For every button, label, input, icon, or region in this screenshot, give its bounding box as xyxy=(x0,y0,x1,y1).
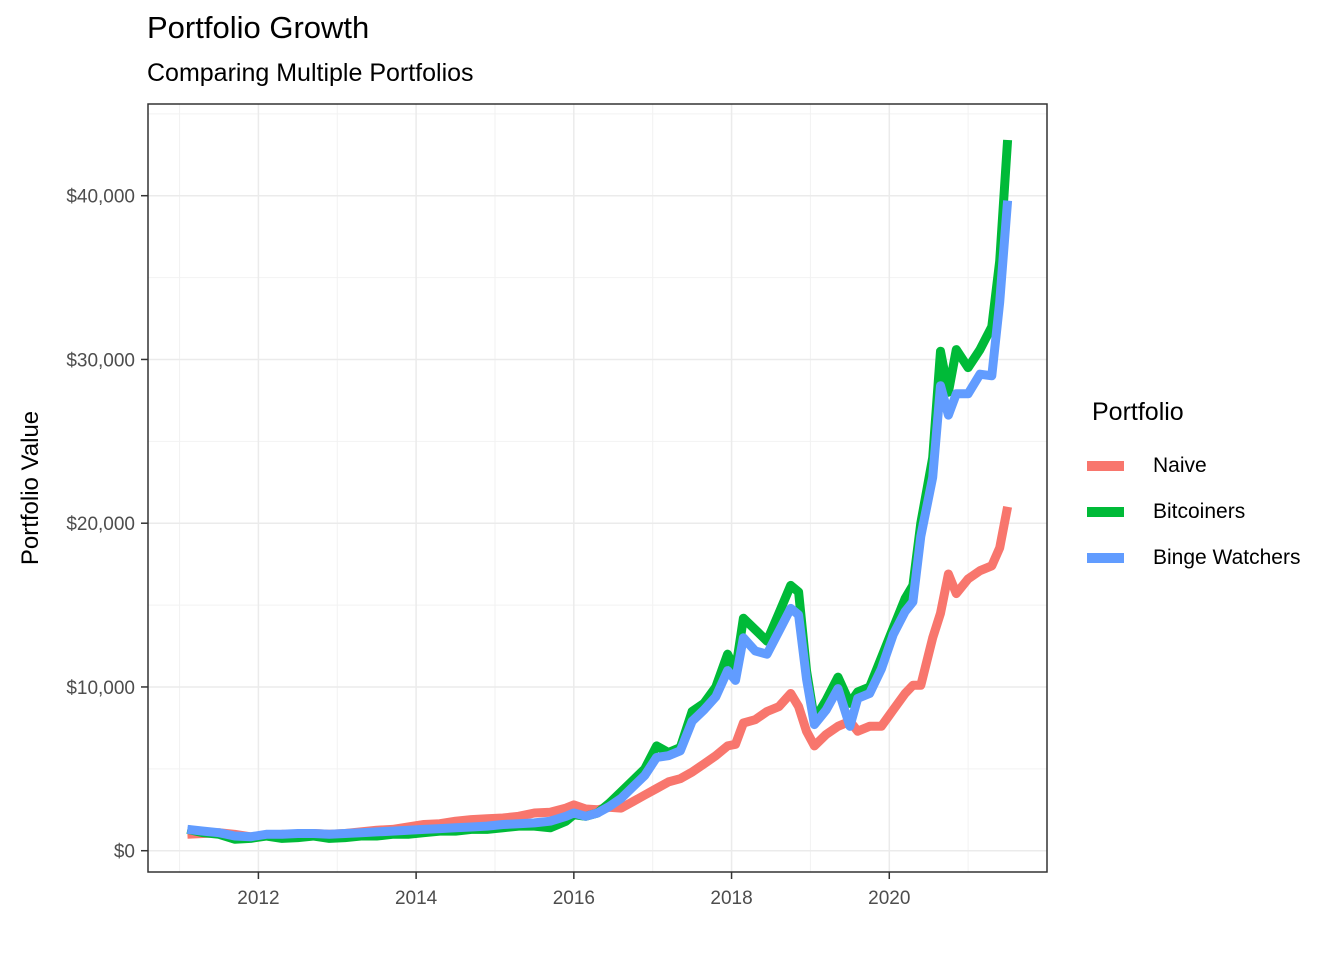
y-tick-label: $10,000 xyxy=(66,678,135,699)
grid-layer xyxy=(148,104,1047,872)
x-tick-label: 2016 xyxy=(553,888,595,909)
y-tick-label: $40,000 xyxy=(66,187,135,208)
legend-label-binge-watchers: Binge Watchers xyxy=(1153,546,1301,569)
legend-item-bitcoiners: Bitcoiners xyxy=(1087,497,1245,527)
series-layer xyxy=(186,139,1013,844)
x-tick-label: 2020 xyxy=(868,888,910,909)
axis-layer: $0 $10,000 $20,000 $30,000 $40,000 2012 2014 20… xyxy=(66,187,910,909)
chart-subtitle: Comparing Multiple Portfolios xyxy=(147,59,474,87)
legend-label-bitcoiners: Bitcoiners xyxy=(1153,500,1246,523)
legend-item-binge-watchers: Binge Watchers xyxy=(1087,543,1300,573)
legend-swatch-bitcoiners xyxy=(1087,507,1124,517)
legend-title: Portfolio xyxy=(1092,398,1184,426)
y-tick-label: $30,000 xyxy=(66,350,135,371)
chart-title: Portfolio Growth xyxy=(147,10,370,45)
y-tick-label: $0 xyxy=(114,842,135,863)
legend-swatch-naive xyxy=(1087,461,1124,471)
x-tick-label: 2012 xyxy=(237,888,279,909)
x-tick-label: 2018 xyxy=(710,888,752,909)
legend-label-naive: Naive xyxy=(1153,454,1207,477)
y-axis-label: Portfolio Value xyxy=(17,411,44,565)
y-tick-label: $20,000 xyxy=(66,514,135,535)
series-line-binge-watchers xyxy=(186,200,1013,842)
panel-border xyxy=(147,103,1048,873)
x-tick-label: 2014 xyxy=(395,888,438,909)
panel-background xyxy=(148,104,1047,872)
legend-swatch-binge-watchers xyxy=(1087,553,1124,563)
legend-item-naive: Naive xyxy=(1087,451,1207,481)
